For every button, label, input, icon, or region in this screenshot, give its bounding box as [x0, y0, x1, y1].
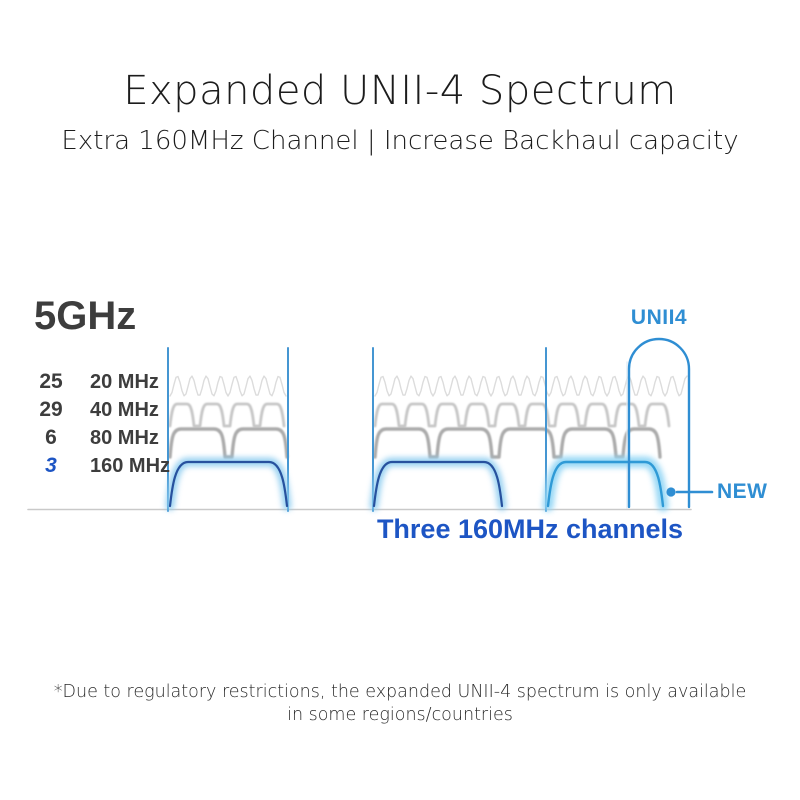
footnote-line-1: *Due to regulatory restrictions, the exp…	[53, 682, 747, 702]
channel-bandwidth: 20 MHz	[90, 370, 159, 393]
channel-bandwidth: 80 MHz	[90, 426, 159, 449]
wave-40mhz-left	[168, 402, 286, 428]
unii4-label: UNII4	[630, 306, 688, 329]
channel-count: 25	[39, 370, 63, 393]
channel-row: 6 80 MHz	[28, 424, 170, 452]
channel-legend: 25 20 MHz 29 40 MHz 6 80 MHz 3 160 MHz	[28, 368, 170, 480]
channel-bandwidth: 40 MHz	[90, 398, 159, 421]
unii4-arch	[627, 337, 691, 509]
page-subtitle: Extra 160MHz Channel | Increase Backhaul…	[61, 126, 739, 156]
hump-160-1-glow	[165, 457, 292, 511]
channel-count: 6	[45, 426, 57, 449]
hump-160-1	[168, 460, 289, 508]
hump-160-new-glow	[542, 456, 669, 512]
band-label: 5GHz	[34, 294, 137, 338]
channel-row: 25 20 MHz	[28, 368, 170, 396]
hump-160-2	[372, 460, 504, 508]
channel-count: 29	[39, 398, 63, 421]
channel-count-highlight: 3	[45, 454, 57, 477]
new-label: NEW	[717, 480, 768, 503]
wave-40mhz-right	[373, 402, 671, 428]
hump-160-2-glow	[369, 457, 507, 511]
channel-row: 29 40 MHz	[28, 396, 170, 424]
channel-bandwidth: 160 MHz	[90, 454, 171, 477]
new-callout-dot	[666, 487, 676, 497]
wave-20mhz-right	[374, 375, 688, 397]
wave-20mhz-left	[169, 375, 287, 397]
wave-80mhz-left	[168, 427, 289, 459]
hump-160-new	[546, 460, 665, 508]
footnote: *Due to regulatory restrictions, the exp…	[0, 681, 800, 727]
footnote-line-2: in some regions/countries	[287, 705, 513, 725]
wave-80mhz-right	[373, 427, 662, 459]
caption: Three 160MHz channels	[376, 514, 684, 544]
channel-row-highlight: 3 160 MHz	[28, 452, 170, 480]
page-title: Expanded UNII-4 Spectrum	[123, 68, 677, 114]
